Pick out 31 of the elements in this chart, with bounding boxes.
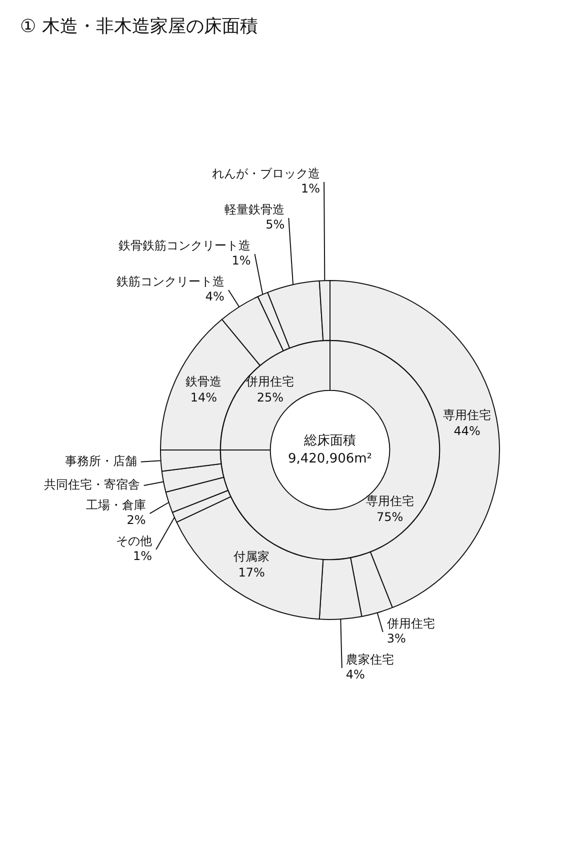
- data-label: 44%: [454, 424, 480, 438]
- slice-label: 農家住宅: [346, 652, 394, 667]
- data-label: 1%: [133, 549, 152, 564]
- slice-label: れんが・ブロック造: [212, 166, 320, 181]
- chart-title: ① 木造・非木造家屋の床面積: [20, 15, 258, 38]
- text: 総床面積: [303, 433, 356, 448]
- slice-label: 工場・倉庫: [86, 498, 146, 512]
- data-label: 14%: [190, 390, 218, 405]
- data-label: 3%: [386, 632, 406, 646]
- slice-label: その他: [116, 534, 152, 548]
- slice-label: 共同住宅・寄宿舎: [44, 478, 140, 492]
- slice-label: 併用住宅: [386, 616, 435, 631]
- data-label: 17%: [238, 566, 265, 580]
- slice-label: 専用住宅: [443, 408, 492, 422]
- text: 9,420,906m²: [288, 451, 372, 466]
- data-label: 1%: [301, 182, 320, 196]
- data-label: 5%: [266, 218, 285, 232]
- slice-label: 鉄骨造: [186, 374, 222, 389]
- data-label: 2%: [126, 513, 146, 528]
- data-label: 75%: [376, 510, 404, 524]
- slice-label: 事務所・店舗: [64, 454, 137, 468]
- slice-label: 専用住宅: [366, 494, 414, 508]
- data-label: 1%: [232, 254, 251, 268]
- slice-label: 鉄筋コンクリート造: [116, 274, 224, 289]
- slice-label: 付属家: [232, 550, 270, 564]
- slice-label: 軽量鉄骨造: [224, 202, 285, 217]
- slice-label: 鉄骨鉄筋コンクリート造: [118, 238, 251, 253]
- data-label: 25%: [256, 390, 284, 404]
- data-label: 4%: [205, 290, 224, 304]
- slice-label: 併用住宅: [245, 374, 294, 388]
- data-label: 4%: [346, 668, 365, 682]
